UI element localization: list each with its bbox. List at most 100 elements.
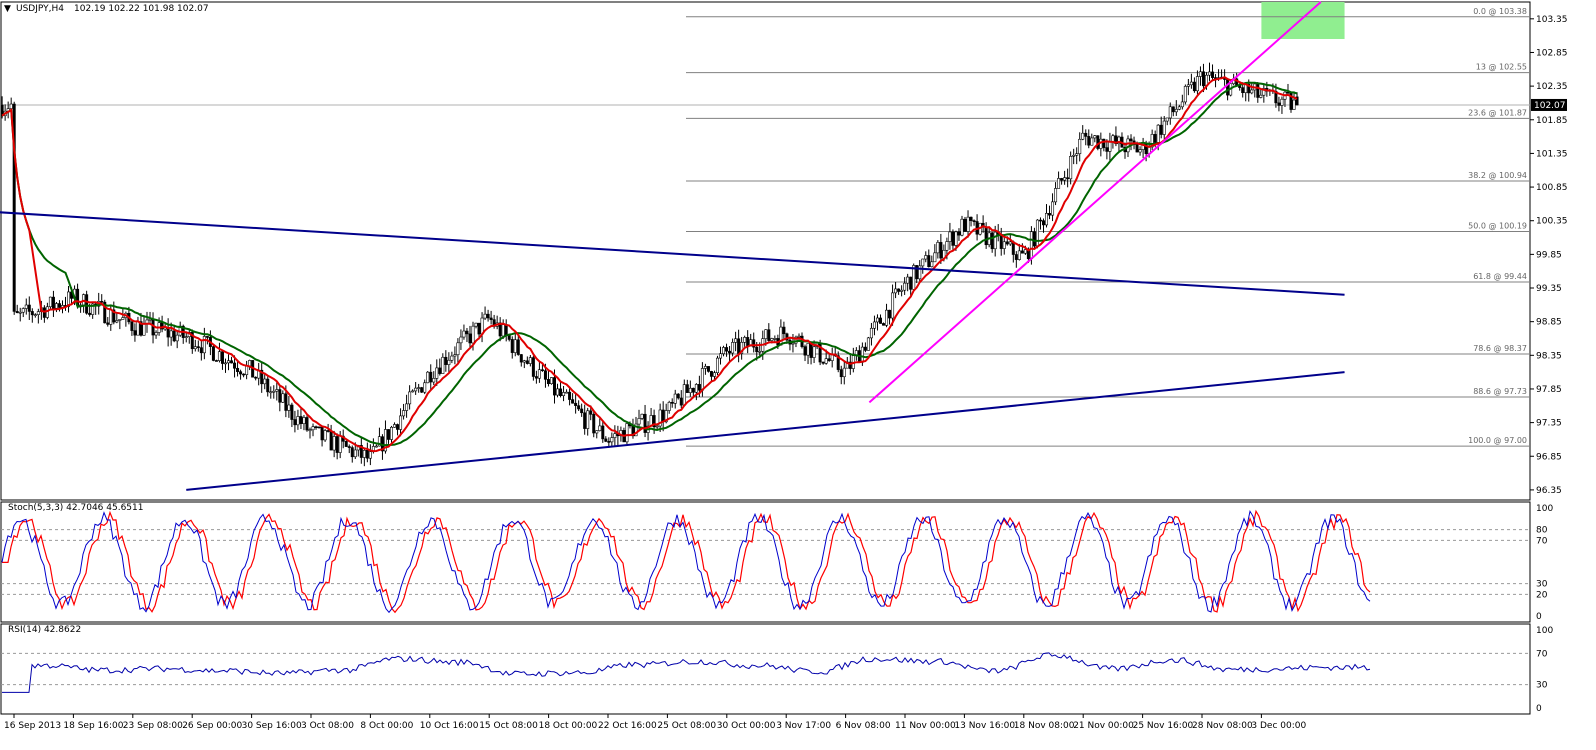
candle-body: [658, 409, 662, 427]
stoch-label: Stoch(5,3,3) 42.7046 45.6511: [8, 503, 144, 513]
candle-body: [54, 303, 58, 309]
fib-level-label: 78.6 @ 98.37: [1473, 344, 1527, 353]
candle-body: [142, 323, 146, 336]
candle-body: [1005, 241, 1009, 245]
candle-body: [368, 451, 372, 459]
candle-body: [809, 342, 813, 358]
rsi-tick-label: 30: [1536, 681, 1548, 691]
time-tick-label: 30 Oct 00:00: [717, 721, 776, 731]
candle-body: [353, 449, 357, 458]
candle-body: [906, 276, 910, 284]
time-tick-label: 23 Sep 08:00: [123, 721, 183, 731]
candle-body: [1114, 135, 1118, 145]
candle-body: [169, 330, 173, 338]
candle-body: [504, 324, 508, 336]
candle-body: [957, 231, 961, 236]
candle-body: [951, 231, 955, 246]
candle-body: [365, 450, 369, 459]
candle-body: [764, 329, 768, 339]
candle-body: [193, 346, 197, 350]
candle-body: [574, 402, 578, 406]
candle-body: [1195, 76, 1199, 92]
price-tick-label: 97.85: [1536, 385, 1562, 395]
candle-body: [217, 351, 221, 361]
chart-menu-icon[interactable]: ▼: [4, 4, 11, 14]
candle-body: [393, 424, 397, 428]
fib-level-label: 23.6 @ 101.87: [1468, 108, 1527, 117]
candle-body: [661, 409, 665, 423]
candle-body: [706, 366, 710, 372]
candle-body: [1241, 87, 1245, 94]
candle-body: [625, 423, 629, 443]
candle-body: [827, 358, 831, 361]
candle-body: [598, 425, 602, 431]
rsi-line: [2, 652, 1371, 693]
candle-body: [878, 317, 882, 324]
candle-body: [450, 355, 454, 361]
candle-body: [863, 346, 867, 351]
candle-body: [136, 321, 140, 336]
candle-body: [0, 104, 4, 117]
stoch-signal-line: [2, 509, 1371, 614]
candle-body: [230, 360, 234, 364]
candle-body: [875, 317, 879, 323]
candle-body: [510, 339, 514, 353]
candle-body: [954, 231, 958, 246]
candle-body: [1032, 231, 1036, 247]
candle-body: [1262, 88, 1266, 96]
uptrend-trendline: [868, 1, 1322, 404]
candle-body: [483, 313, 487, 319]
candle-body: [1177, 106, 1181, 110]
candle-body: [770, 338, 774, 341]
price-tick-label: 98.85: [1536, 318, 1562, 328]
time-tick-label: 26 Sep 00:00: [182, 721, 242, 731]
candle-body: [344, 441, 348, 447]
candle-body: [1250, 89, 1254, 94]
candle-body: [468, 333, 472, 344]
candle-body: [362, 450, 366, 458]
candle-body: [308, 429, 312, 432]
candle-body: [812, 346, 816, 358]
candle-body: [390, 426, 394, 440]
candle-body: [326, 430, 330, 432]
candle-body: [299, 416, 303, 424]
candle-body: [709, 371, 713, 377]
candle-body: [1108, 141, 1112, 152]
candle-body: [610, 437, 614, 443]
fast-ma-line: [1, 76, 1298, 453]
candle-body: [486, 313, 490, 319]
candle-body: [408, 391, 412, 405]
candle-body: [15, 311, 19, 314]
candle-body: [1008, 241, 1012, 245]
current-price-box: [1531, 98, 1567, 111]
candle-body: [936, 242, 940, 254]
candle-body: [281, 393, 285, 403]
candle-body: [103, 301, 107, 324]
candle-body: [432, 378, 436, 383]
candle-body: [694, 384, 698, 393]
rsi-tick-label: 70: [1536, 649, 1548, 659]
rsi-label: RSI(14) 42.8622: [8, 625, 82, 635]
candle-body: [42, 307, 46, 318]
candle-body: [293, 419, 297, 426]
candle-body: [643, 413, 647, 433]
candle-body: [1159, 124, 1163, 135]
current-price-label: 102.07: [1534, 101, 1566, 111]
candle-body: [1041, 220, 1045, 226]
candle-body: [577, 405, 581, 410]
candle-body: [1102, 138, 1106, 148]
candle-body: [740, 342, 744, 354]
candle-body: [254, 376, 258, 379]
candle-body: [586, 410, 590, 429]
stoch-tick-label: 0: [1536, 612, 1542, 622]
candle-body: [580, 408, 584, 414]
price-tick-label: 100.85: [1536, 183, 1568, 193]
candle-body: [743, 337, 747, 343]
candle-body: [245, 365, 249, 375]
candle-body: [24, 304, 28, 309]
candle-body: [453, 354, 457, 357]
candle-body: [691, 387, 695, 393]
candle-body: [685, 384, 689, 393]
candle-body: [728, 350, 732, 354]
candle-body: [752, 339, 756, 348]
